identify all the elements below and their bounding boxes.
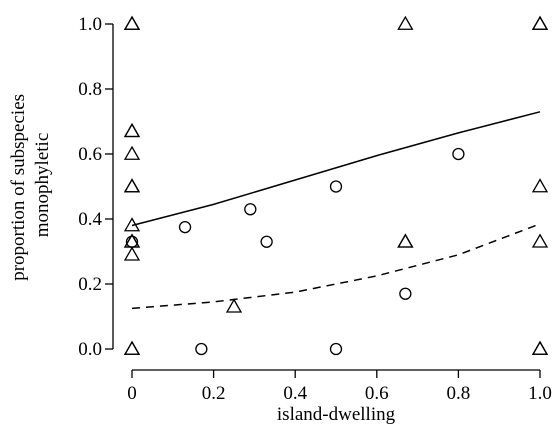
- circle-point: [195, 342, 208, 356]
- triangle-point: [397, 15, 414, 30]
- y-tick-label: 1.0: [78, 14, 102, 35]
- y-tick-label: 0.8: [78, 79, 102, 100]
- triangle-point: [225, 298, 243, 313]
- data-points: [123, 15, 549, 356]
- triangle-point: [531, 233, 549, 248]
- x-tick-label: 0.2: [202, 383, 226, 404]
- triangle-point: [531, 15, 549, 30]
- circle-point: [260, 235, 273, 248]
- circle-point: [452, 147, 465, 161]
- x-tick-label: 0.4: [283, 383, 307, 404]
- y-axis-label-line-2: monophyletic: [32, 133, 53, 237]
- triangle-point: [123, 340, 141, 355]
- triangle-point: [531, 15, 549, 30]
- triangle-point: [123, 246, 141, 261]
- circle-point: [399, 287, 412, 300]
- triangle-point: [123, 178, 141, 193]
- triangle-point: [123, 145, 141, 160]
- circle-point: [178, 220, 192, 234]
- x-tick-label: 0.8: [447, 383, 471, 404]
- dashed-fit-line: [131, 223, 541, 310]
- y-axis-label-line-1: proportion of subspecies: [8, 94, 29, 281]
- triangle-point: [397, 233, 414, 248]
- triangle-point: [531, 178, 549, 193]
- triangle-point: [123, 217, 141, 232]
- x-axis-label: island-dwelling: [277, 404, 396, 425]
- triangle-point: [123, 178, 141, 193]
- y-tick-label: 0.4: [78, 209, 102, 230]
- triangle-point: [123, 122, 141, 138]
- y-tick-label: 0.0: [78, 339, 102, 360]
- axes: 0 0.2 0.4 0.6 0.8 1.0 0.0 0.2 0.4 0.6 0.8 1.0: [78, 14, 552, 404]
- y-tick-label: 0.2: [78, 274, 102, 295]
- triangle-point: [531, 340, 549, 355]
- circle-point: [244, 203, 257, 216]
- circle-point: [329, 180, 343, 193]
- triangle-point: [123, 122, 141, 138]
- x-tick-label: 1.0: [528, 383, 552, 404]
- triangle-point: [531, 340, 549, 355]
- y-tick-label: 0.6: [78, 144, 102, 165]
- fit-lines: [131, 111, 541, 310]
- circle-point: [329, 342, 343, 356]
- x-tick-label: 0.6: [365, 383, 389, 404]
- x-tick-label: 0: [127, 383, 137, 404]
- solid-fit-line: [131, 111, 541, 227]
- triangle-point: [123, 15, 141, 30]
- y-axis-label: proportion of subspecies monophyletic: [8, 89, 53, 281]
- triangle-point: [123, 340, 141, 355]
- triangle-point: [397, 233, 414, 248]
- triangle-point: [123, 15, 141, 30]
